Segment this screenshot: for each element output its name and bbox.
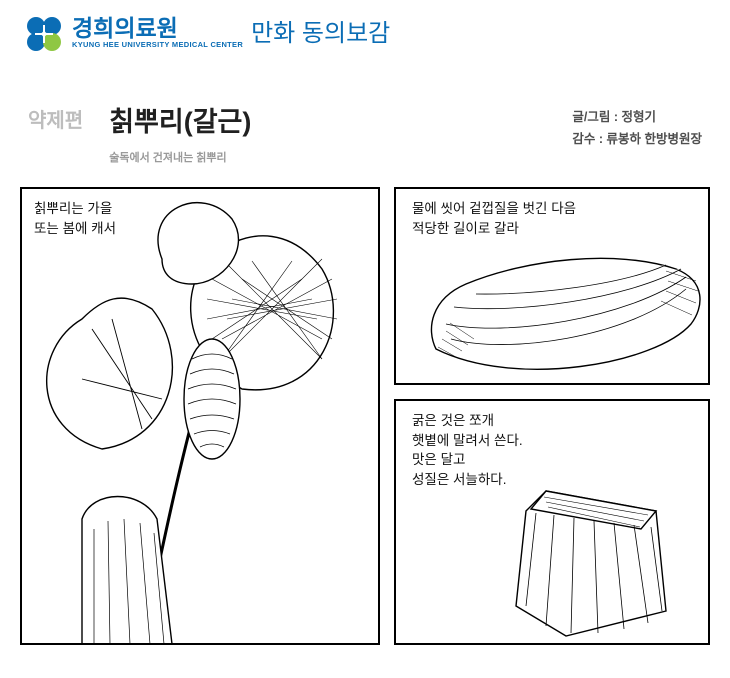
illustration-kudzu-plant bbox=[22, 189, 378, 643]
brand-text: 경희의료원 KYUNG HEE UNIVERSITY MEDICAL CENTE… bbox=[72, 17, 243, 49]
article-subtitle: 술독에서 건져내는 칡뿌리 bbox=[109, 149, 572, 165]
brand-name-korean: 경희의료원 bbox=[72, 17, 243, 40]
credit-writer-label: 글/그림 : bbox=[572, 110, 618, 124]
right-column: 물에 씻어 겉껍질을 벗긴 다음 적당한 길이로 갈라 bbox=[394, 187, 710, 645]
panel-left: 칡뿌리는 가을 또는 봄에 캐서 bbox=[20, 187, 380, 645]
credit-supervisor-name: 류봉하 한방병원장 bbox=[607, 132, 702, 146]
comic-panels: 칡뿌리는 가을 또는 봄에 캐서 bbox=[0, 165, 730, 645]
panel-right-top-caption: 물에 씻어 겉껍질을 벗긴 다음 적당한 길이로 갈라 bbox=[412, 199, 576, 238]
section-label: 약제편 bbox=[28, 104, 83, 133]
panel-right-bottom: 굵은 것은 쪼개 햇볕에 말려서 쓴다. 맛은 달고 성질은 서늘하다. bbox=[394, 399, 710, 645]
credit-writer: 글/그림 : 정형기 bbox=[572, 106, 702, 125]
article-heading: 약제편 칡뿌리(갈근) 술독에서 건져내는 칡뿌리 글/그림 : 정형기 감수 … bbox=[0, 58, 730, 165]
credits: 글/그림 : 정형기 감수 : 류봉하 한방병원장 bbox=[572, 106, 702, 147]
article-title-block: 칡뿌리(갈근) 술독에서 건져내는 칡뿌리 bbox=[109, 100, 572, 165]
brand-logo-icon bbox=[22, 12, 66, 54]
panel-right-bottom-caption: 굵은 것은 쪼개 햇볕에 말려서 쓴다. 맛은 달고 성질은 서늘하다. bbox=[412, 411, 523, 489]
panel-right-top: 물에 씻어 겉껍질을 벗긴 다음 적당한 길이로 갈라 bbox=[394, 187, 710, 385]
credit-supervisor-label: 감수 : bbox=[572, 132, 603, 146]
header: 경희의료원 KYUNG HEE UNIVERSITY MEDICAL CENTE… bbox=[0, 0, 730, 58]
header-title: 만화 동의보감 bbox=[251, 13, 390, 48]
credit-supervisor: 감수 : 류봉하 한방병원장 bbox=[572, 128, 702, 147]
article-title: 칡뿌리(갈근) bbox=[109, 100, 572, 139]
panel-left-caption: 칡뿌리는 가을 또는 봄에 캐서 bbox=[34, 199, 116, 238]
credit-writer-name: 정형기 bbox=[621, 110, 656, 124]
brand-name-english: KYUNG HEE UNIVERSITY MEDICAL CENTER bbox=[72, 40, 243, 49]
